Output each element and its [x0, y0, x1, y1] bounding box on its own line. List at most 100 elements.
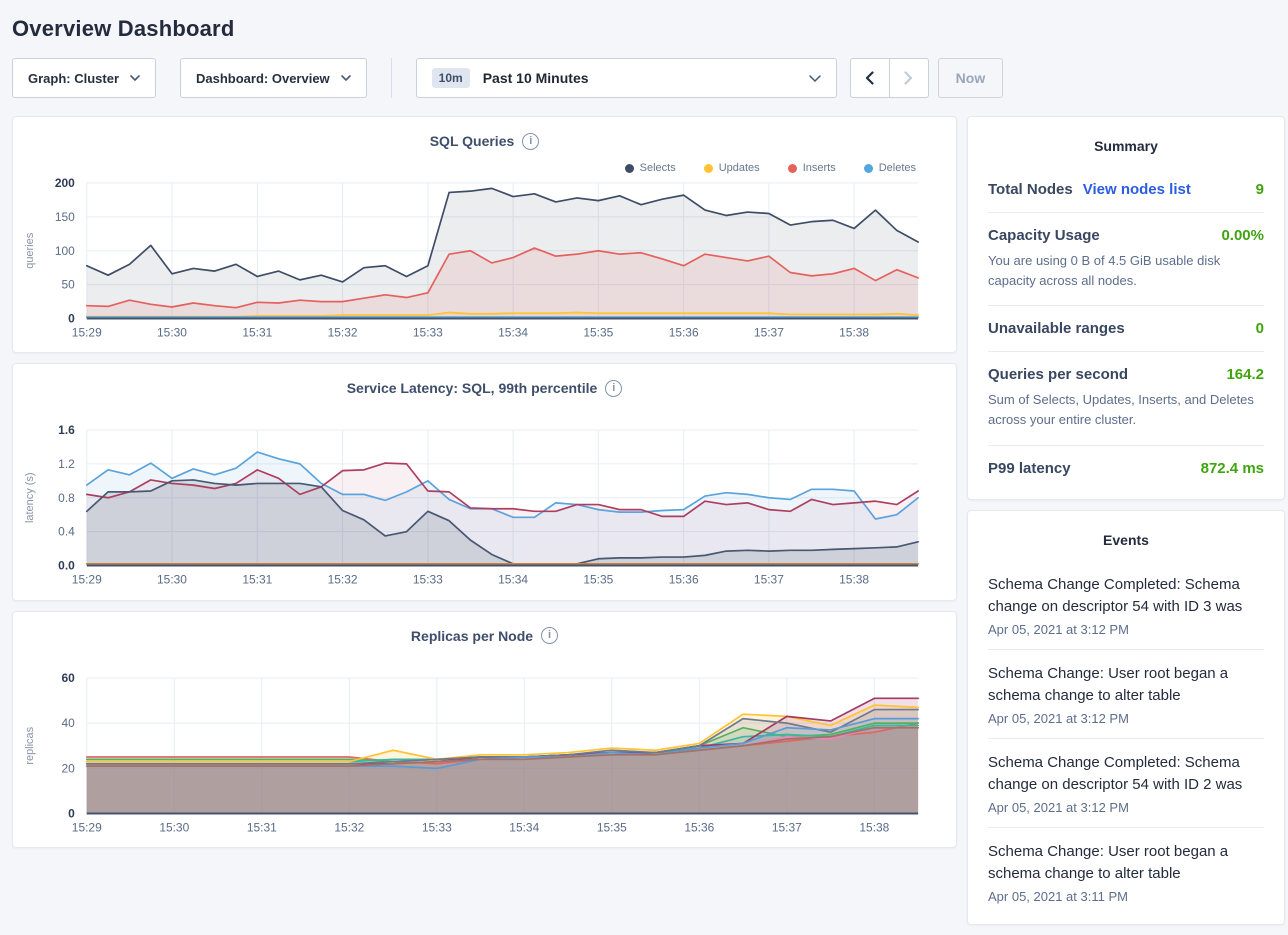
p99-latency-label: P99 latency	[988, 459, 1071, 477]
svg-text:50: 50	[62, 278, 76, 292]
service-latency-chart[interactable]: 0.0 0.4 0.8 1.2 1.6 15:29 15:30 15:31 15:32 15:33…	[13, 424, 956, 595]
content: SQL Queries i Selects Updates Inserts De…	[12, 116, 1285, 935]
toolbar: Graph: Cluster Dashboard: Overview 10m P…	[12, 58, 1285, 98]
svg-text:15:38: 15:38	[859, 820, 889, 834]
view-nodes-list-link[interactable]: View nodes list	[1082, 181, 1191, 198]
chevron-right-icon	[904, 71, 913, 85]
svg-text:1.2: 1.2	[58, 457, 75, 471]
event-item: Schema Change Completed: Schema change o…	[988, 561, 1264, 649]
dashboard-dropdown[interactable]: Dashboard: Overview	[180, 58, 367, 98]
svg-text:15:36: 15:36	[684, 820, 714, 834]
svg-text:queries: queries	[24, 232, 36, 268]
info-icon[interactable]: i	[541, 627, 559, 645]
svg-text:0.0: 0.0	[58, 559, 75, 573]
chevron-down-icon	[808, 74, 821, 82]
svg-text:15:36: 15:36	[669, 325, 699, 339]
sql-queries-chart[interactable]: 0 50 100 150 200 15:29 15:30 15:31 15:32 15:33 15:…	[13, 177, 956, 348]
summary-row-p99-latency: P99 latency 872.4 ms	[988, 444, 1264, 491]
svg-text:15:31: 15:31	[247, 820, 277, 834]
graph-scope-label: Graph: Cluster	[28, 70, 120, 86]
time-nav-group	[849, 58, 929, 98]
chart-title-row: SQL Queries i	[13, 131, 956, 151]
svg-text:15:33: 15:33	[413, 325, 443, 339]
svg-text:latency (s): latency (s)	[24, 473, 36, 524]
svg-text:15:37: 15:37	[772, 820, 802, 834]
page-title: Overview Dashboard	[12, 16, 235, 41]
event-text: Schema Change Completed: Schema change o…	[988, 575, 1243, 615]
legend-dot	[863, 163, 873, 173]
chart-legend: Selects Updates Inserts Deletes	[13, 151, 956, 177]
svg-text:15:35: 15:35	[597, 820, 627, 834]
legend-label: Updates	[718, 162, 760, 174]
summary-row-total-nodes: Total Nodes View nodes list 9	[988, 167, 1264, 212]
svg-text:40: 40	[62, 716, 76, 730]
time-back-button[interactable]	[849, 58, 890, 98]
graph-scope-dropdown[interactable]: Graph: Cluster	[12, 58, 157, 98]
svg-text:15:37: 15:37	[754, 325, 784, 339]
event-text: Schema Change: User root began a schema …	[988, 842, 1229, 882]
svg-text:15:30: 15:30	[159, 820, 189, 834]
svg-text:15:32: 15:32	[328, 573, 358, 587]
qps-value: 164.2	[1226, 366, 1264, 384]
svg-text:15:34: 15:34	[509, 820, 539, 834]
summary-row-unavailable-ranges: Unavailable ranges 0	[988, 305, 1264, 351]
chart-title: Replicas per Node	[410, 627, 534, 644]
info-icon[interactable]: i	[522, 132, 540, 150]
svg-text:15:31: 15:31	[242, 573, 272, 587]
legend-label: Inserts	[802, 162, 836, 174]
svg-text:15:33: 15:33	[413, 573, 443, 587]
svg-text:15:37: 15:37	[754, 573, 784, 587]
chart-title-row: Replicas per Node i	[13, 626, 956, 646]
legend-dot	[787, 163, 797, 173]
svg-text:0.4: 0.4	[58, 525, 75, 539]
event-timestamp: Apr 05, 2021 at 3:11 PM	[988, 888, 1128, 904]
chart-title: Service Latency: SQL, 99th percentile	[346, 380, 598, 397]
now-button[interactable]: Now	[937, 58, 1004, 98]
svg-text:15:36: 15:36	[669, 573, 699, 587]
summary-row-capacity: Capacity Usage 0.00% You are using 0 B o…	[988, 212, 1264, 305]
svg-text:15:32: 15:32	[334, 820, 364, 834]
svg-text:15:29: 15:29	[72, 325, 102, 339]
event-timestamp: Apr 05, 2021 at 3:12 PM	[988, 710, 1129, 726]
legend-item: Deletes	[863, 162, 916, 174]
chevron-left-icon	[866, 71, 874, 85]
chevron-down-icon	[130, 75, 140, 81]
event-text: Schema Change Completed: Schema change o…	[988, 753, 1243, 793]
legend-label: Deletes	[878, 162, 916, 174]
event-text: Schema Change: User root began a schema …	[988, 664, 1229, 704]
dashboard-label: Dashboard: Overview	[196, 70, 330, 86]
svg-text:0.8: 0.8	[58, 491, 75, 505]
svg-text:1.6: 1.6	[58, 424, 75, 437]
summary-panel: Summary Total Nodes View nodes list 9 Ca…	[967, 116, 1285, 500]
events-list: Schema Change Completed: Schema change o…	[988, 561, 1264, 916]
svg-text:15:38: 15:38	[839, 325, 869, 339]
legend-dot	[624, 163, 634, 173]
time-forward-button[interactable]	[888, 58, 929, 98]
svg-text:15:32: 15:32	[328, 325, 358, 339]
svg-text:0: 0	[68, 806, 75, 820]
svg-text:150: 150	[55, 210, 75, 224]
toolbar-divider	[390, 58, 392, 98]
svg-text:15:29: 15:29	[72, 573, 102, 587]
info-icon[interactable]: i	[605, 379, 623, 397]
svg-text:15:34: 15:34	[498, 325, 528, 339]
event-item: Schema Change: User root began a schema …	[988, 826, 1264, 916]
replicas-per-node-chart[interactable]: 0 20 40 60 15:29 15:30 15:31 15:32 15:33 15:34 15:…	[13, 672, 956, 843]
time-range-selector[interactable]: 10m Past 10 Minutes	[415, 58, 837, 98]
svg-text:15:35: 15:35	[583, 573, 613, 587]
p99-latency-value: 872.4 ms	[1200, 459, 1264, 477]
event-timestamp: Apr 05, 2021 at 3:12 PM	[988, 799, 1129, 815]
svg-text:15:33: 15:33	[422, 820, 452, 834]
chart-title: SQL Queries	[429, 133, 515, 149]
svg-text:replicas: replicas	[24, 726, 36, 764]
svg-text:15:30: 15:30	[157, 573, 187, 587]
svg-text:15:29: 15:29	[72, 820, 102, 834]
unavailable-ranges-value: 0	[1255, 320, 1264, 338]
svg-text:20: 20	[62, 761, 76, 775]
chevron-down-icon	[340, 75, 351, 81]
summary-title: Summary	[1094, 138, 1158, 154]
svg-text:15:31: 15:31	[242, 325, 272, 339]
sidebar: Summary Total Nodes View nodes list 9 Ca…	[967, 116, 1285, 935]
page: Overview Dashboard Graph: Cluster Dashbo…	[0, 16, 1288, 935]
replicas-per-node-panel: Replicas per Node i 0 20 40 60 15:29 15:30 15:…	[12, 610, 957, 849]
